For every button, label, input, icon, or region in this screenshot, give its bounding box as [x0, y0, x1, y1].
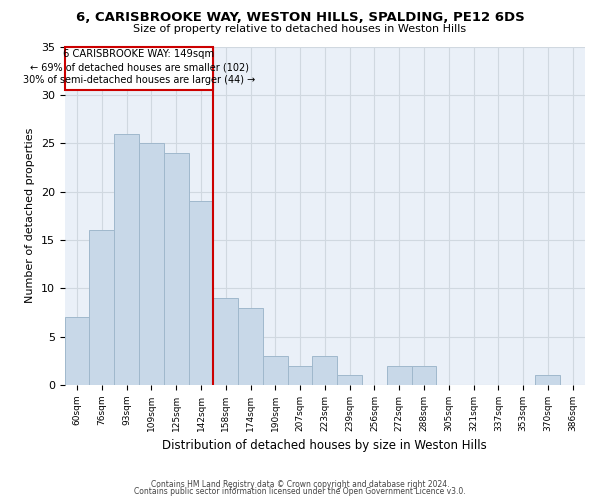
Y-axis label: Number of detached properties: Number of detached properties	[25, 128, 35, 304]
X-axis label: Distribution of detached houses by size in Weston Hills: Distribution of detached houses by size …	[163, 440, 487, 452]
Bar	[263, 356, 287, 385]
Text: 6, CARISBROOKE WAY, WESTON HILLS, SPALDING, PE12 6DS: 6, CARISBROOKE WAY, WESTON HILLS, SPALDI…	[76, 11, 524, 24]
Bar	[287, 366, 313, 385]
Bar	[114, 134, 139, 385]
Bar	[412, 366, 436, 385]
Bar	[188, 202, 214, 385]
Text: 30% of semi-detached houses are larger (44) →: 30% of semi-detached houses are larger (…	[23, 76, 255, 86]
Text: ← 69% of detached houses are smaller (102): ← 69% of detached houses are smaller (10…	[29, 63, 248, 73]
Bar	[238, 308, 263, 385]
Bar	[139, 143, 164, 385]
Bar	[89, 230, 114, 385]
Text: Size of property relative to detached houses in Weston Hills: Size of property relative to detached ho…	[133, 24, 467, 34]
Text: Contains public sector information licensed under the Open Government Licence v3: Contains public sector information licen…	[134, 487, 466, 496]
Bar	[535, 376, 560, 385]
Bar	[65, 318, 89, 385]
Bar	[214, 298, 238, 385]
FancyBboxPatch shape	[65, 46, 214, 90]
Bar	[313, 356, 337, 385]
Text: Contains HM Land Registry data © Crown copyright and database right 2024.: Contains HM Land Registry data © Crown c…	[151, 480, 449, 489]
Text: 6 CARISBROOKE WAY: 149sqm: 6 CARISBROOKE WAY: 149sqm	[64, 49, 215, 59]
Bar	[387, 366, 412, 385]
Bar	[164, 153, 188, 385]
Bar	[337, 376, 362, 385]
